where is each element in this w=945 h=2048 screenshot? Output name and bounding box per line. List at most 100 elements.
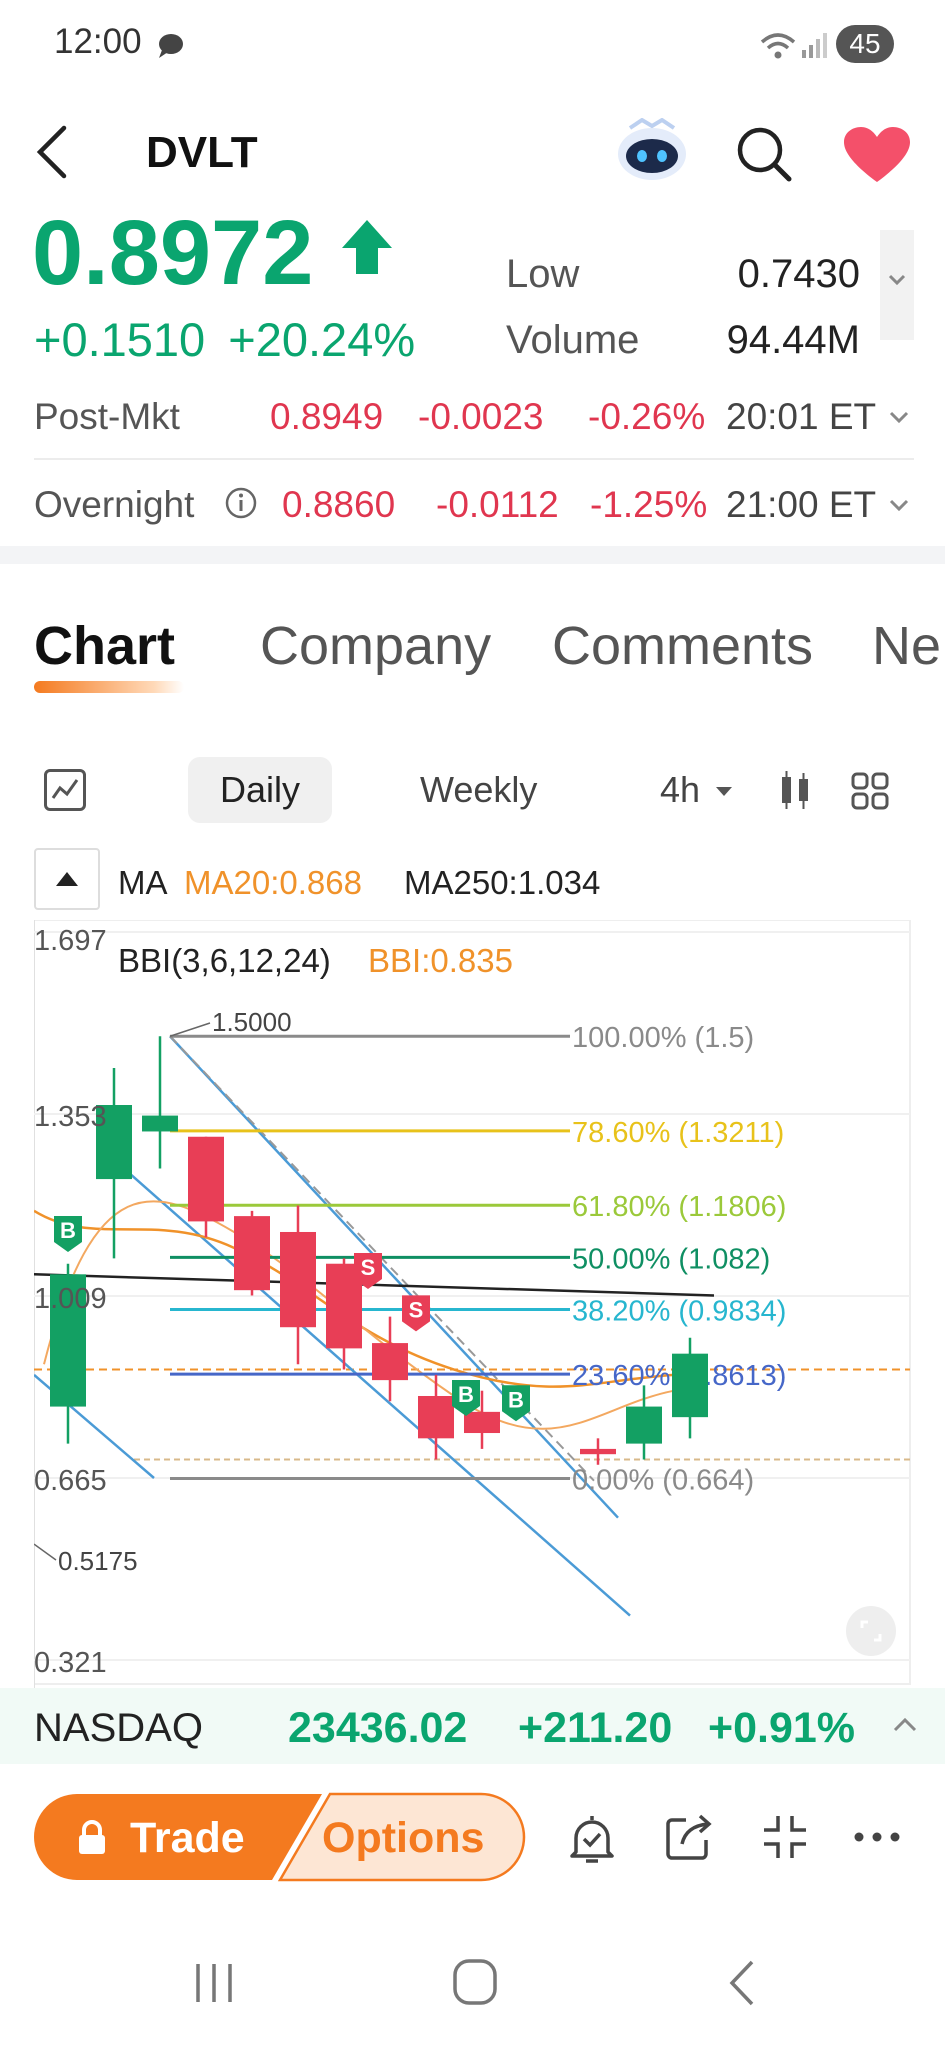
header: DVLT: [0, 88, 945, 218]
back-arrow-icon[interactable]: [32, 124, 72, 180]
candle: [672, 1337, 708, 1439]
signal-letter: S: [409, 1297, 424, 1322]
indicator-collapse-button[interactable]: [34, 848, 100, 910]
candle-body: [418, 1395, 454, 1439]
expand-icon: [860, 1620, 882, 1642]
candle-body: [580, 1448, 616, 1455]
active-tab-indicator: [34, 681, 184, 693]
sell-signal-marker: S: [402, 1295, 430, 1332]
y-tick-label: 1.009: [34, 1283, 107, 1315]
chevron-down-icon: [888, 274, 906, 286]
high-marker-line: [169, 1022, 211, 1037]
fib-level-label: 0.00% (0.664): [572, 1465, 754, 1497]
candle-body: [234, 1216, 270, 1291]
post-market-label: Post-Mkt: [34, 396, 180, 437]
buy-signal-marker: B: [452, 1379, 480, 1416]
signal-icon: [802, 33, 827, 58]
y-tick-label: 0.665: [34, 1465, 107, 1497]
index-ticker-bar[interactable]: NASDAQ 23436.02 +211.20 +0.91%: [0, 1688, 945, 1764]
candle: [96, 1067, 132, 1259]
ma250-line: [34, 1273, 715, 1297]
options-button[interactable]: Options: [322, 1814, 485, 1862]
system-back-icon[interactable]: [722, 1958, 762, 2008]
system-nav-bar: [0, 1920, 945, 2048]
fib-level-label: 61.80% (1.1806): [572, 1191, 786, 1223]
chevron-up-icon[interactable]: [892, 1716, 918, 1734]
ticker-title: DVLT: [146, 128, 258, 177]
trade-button[interactable]: Trade: [130, 1814, 245, 1862]
search-icon[interactable]: [734, 124, 794, 184]
candle: [280, 1205, 316, 1365]
ma20-value: MA20:0.868: [184, 864, 362, 901]
caret-down-icon: [716, 787, 732, 796]
candlestick-icon[interactable]: [778, 769, 812, 813]
candle: [234, 1210, 270, 1296]
period-4h[interactable]: 4h: [660, 769, 701, 810]
signal-badge: [54, 1215, 82, 1252]
candle: [580, 1438, 616, 1465]
index-change: +211.20: [518, 1704, 673, 1752]
period-daily-pill[interactable]: [188, 757, 332, 823]
price-up-arrow-icon: [342, 220, 392, 274]
recent-apps-icon[interactable]: [190, 1958, 240, 2008]
fib-level-label: 38.20% (0.9834): [572, 1296, 786, 1328]
signal-letter: B: [60, 1218, 76, 1243]
collapse-screen-icon[interactable]: [760, 1812, 810, 1862]
signal-badge: [354, 1253, 382, 1290]
fib-level-label: 50.00% (1.082): [572, 1243, 770, 1275]
index-change-pct: +0.91%: [708, 1704, 856, 1752]
overnight-row[interactable]: Overnight 0.8860 -0.0112 -1.25% 21:00 ET: [0, 478, 945, 534]
chart-frame: [34, 920, 911, 1685]
tab-comments[interactable]: Comments: [552, 616, 814, 676]
tab-news[interactable]: Ne: [872, 616, 942, 676]
signal-badge: [502, 1385, 530, 1422]
robot-assistant-icon[interactable]: [612, 118, 692, 184]
period-weekly[interactable]: Weekly: [420, 769, 538, 810]
action-bar: Trade Options: [0, 1764, 945, 1894]
status-bar: 12:00 45: [0, 0, 945, 88]
candle: [372, 1316, 408, 1402]
more-options-icon[interactable]: [852, 1830, 902, 1844]
low-marker-line: [34, 1543, 57, 1561]
fib-level-label: 100.00% (1.5): [572, 1022, 754, 1054]
signal-badge: [452, 1379, 480, 1416]
candle-body: [142, 1115, 178, 1132]
y-tick-label: 1.697: [34, 925, 107, 957]
line-chart-icon: [51, 779, 79, 799]
chevron-down-icon: [889, 499, 909, 512]
y-tick-label: 0.321: [34, 1647, 107, 1679]
chat-notification-icon: [159, 34, 183, 58]
price-change: +0.1510 +20.24%: [34, 313, 416, 366]
sell-signal-marker: S: [354, 1253, 382, 1290]
tab-company[interactable]: Company: [260, 616, 492, 676]
divider: [34, 458, 914, 460]
signal-badge: [402, 1295, 430, 1332]
candle-body: [188, 1136, 224, 1222]
last-price: 0.8972: [32, 208, 314, 288]
quote-expand-toggle[interactable]: [880, 230, 914, 340]
volume-value: 94.44M: [726, 318, 860, 362]
post-market-row[interactable]: Post-Mkt 0.8949 -0.0023 -0.26% 20:01 ET: [0, 390, 945, 446]
info-icon[interactable]: [224, 486, 258, 520]
trend-line: [169, 1035, 619, 1519]
y-tick-label: 1.353: [34, 1101, 107, 1133]
candle-body: [96, 1105, 132, 1180]
fullscreen-chart-button[interactable]: [846, 1606, 896, 1656]
fib-level-label: 78.60% (1.3211): [572, 1117, 784, 1149]
grid-layout-icon[interactable]: [850, 771, 890, 811]
period-selector: Daily Weekly 4h: [0, 755, 945, 825]
post-market-price: 0.8949: [270, 396, 384, 437]
chart-type-toggle[interactable]: [44, 769, 86, 811]
volume-label: Volume: [506, 318, 640, 362]
signal-letter: B: [458, 1382, 474, 1407]
candle-body: [280, 1231, 316, 1328]
tab-chart[interactable]: Chart: [34, 616, 176, 676]
price-chart[interactable]: 100.00% (1.5) 78.60% (1.3211) 61.80% (1.18…: [34, 920, 912, 1690]
price-alert-bell-icon[interactable]: [566, 1812, 618, 1866]
home-icon[interactable]: [450, 1956, 500, 2008]
share-icon[interactable]: [664, 1812, 714, 1862]
index-name: NASDAQ: [34, 1706, 203, 1750]
low-value: 0.7430: [737, 252, 860, 296]
favorite-heart-icon[interactable]: [842, 126, 912, 186]
period-daily[interactable]: Daily: [219, 769, 300, 810]
